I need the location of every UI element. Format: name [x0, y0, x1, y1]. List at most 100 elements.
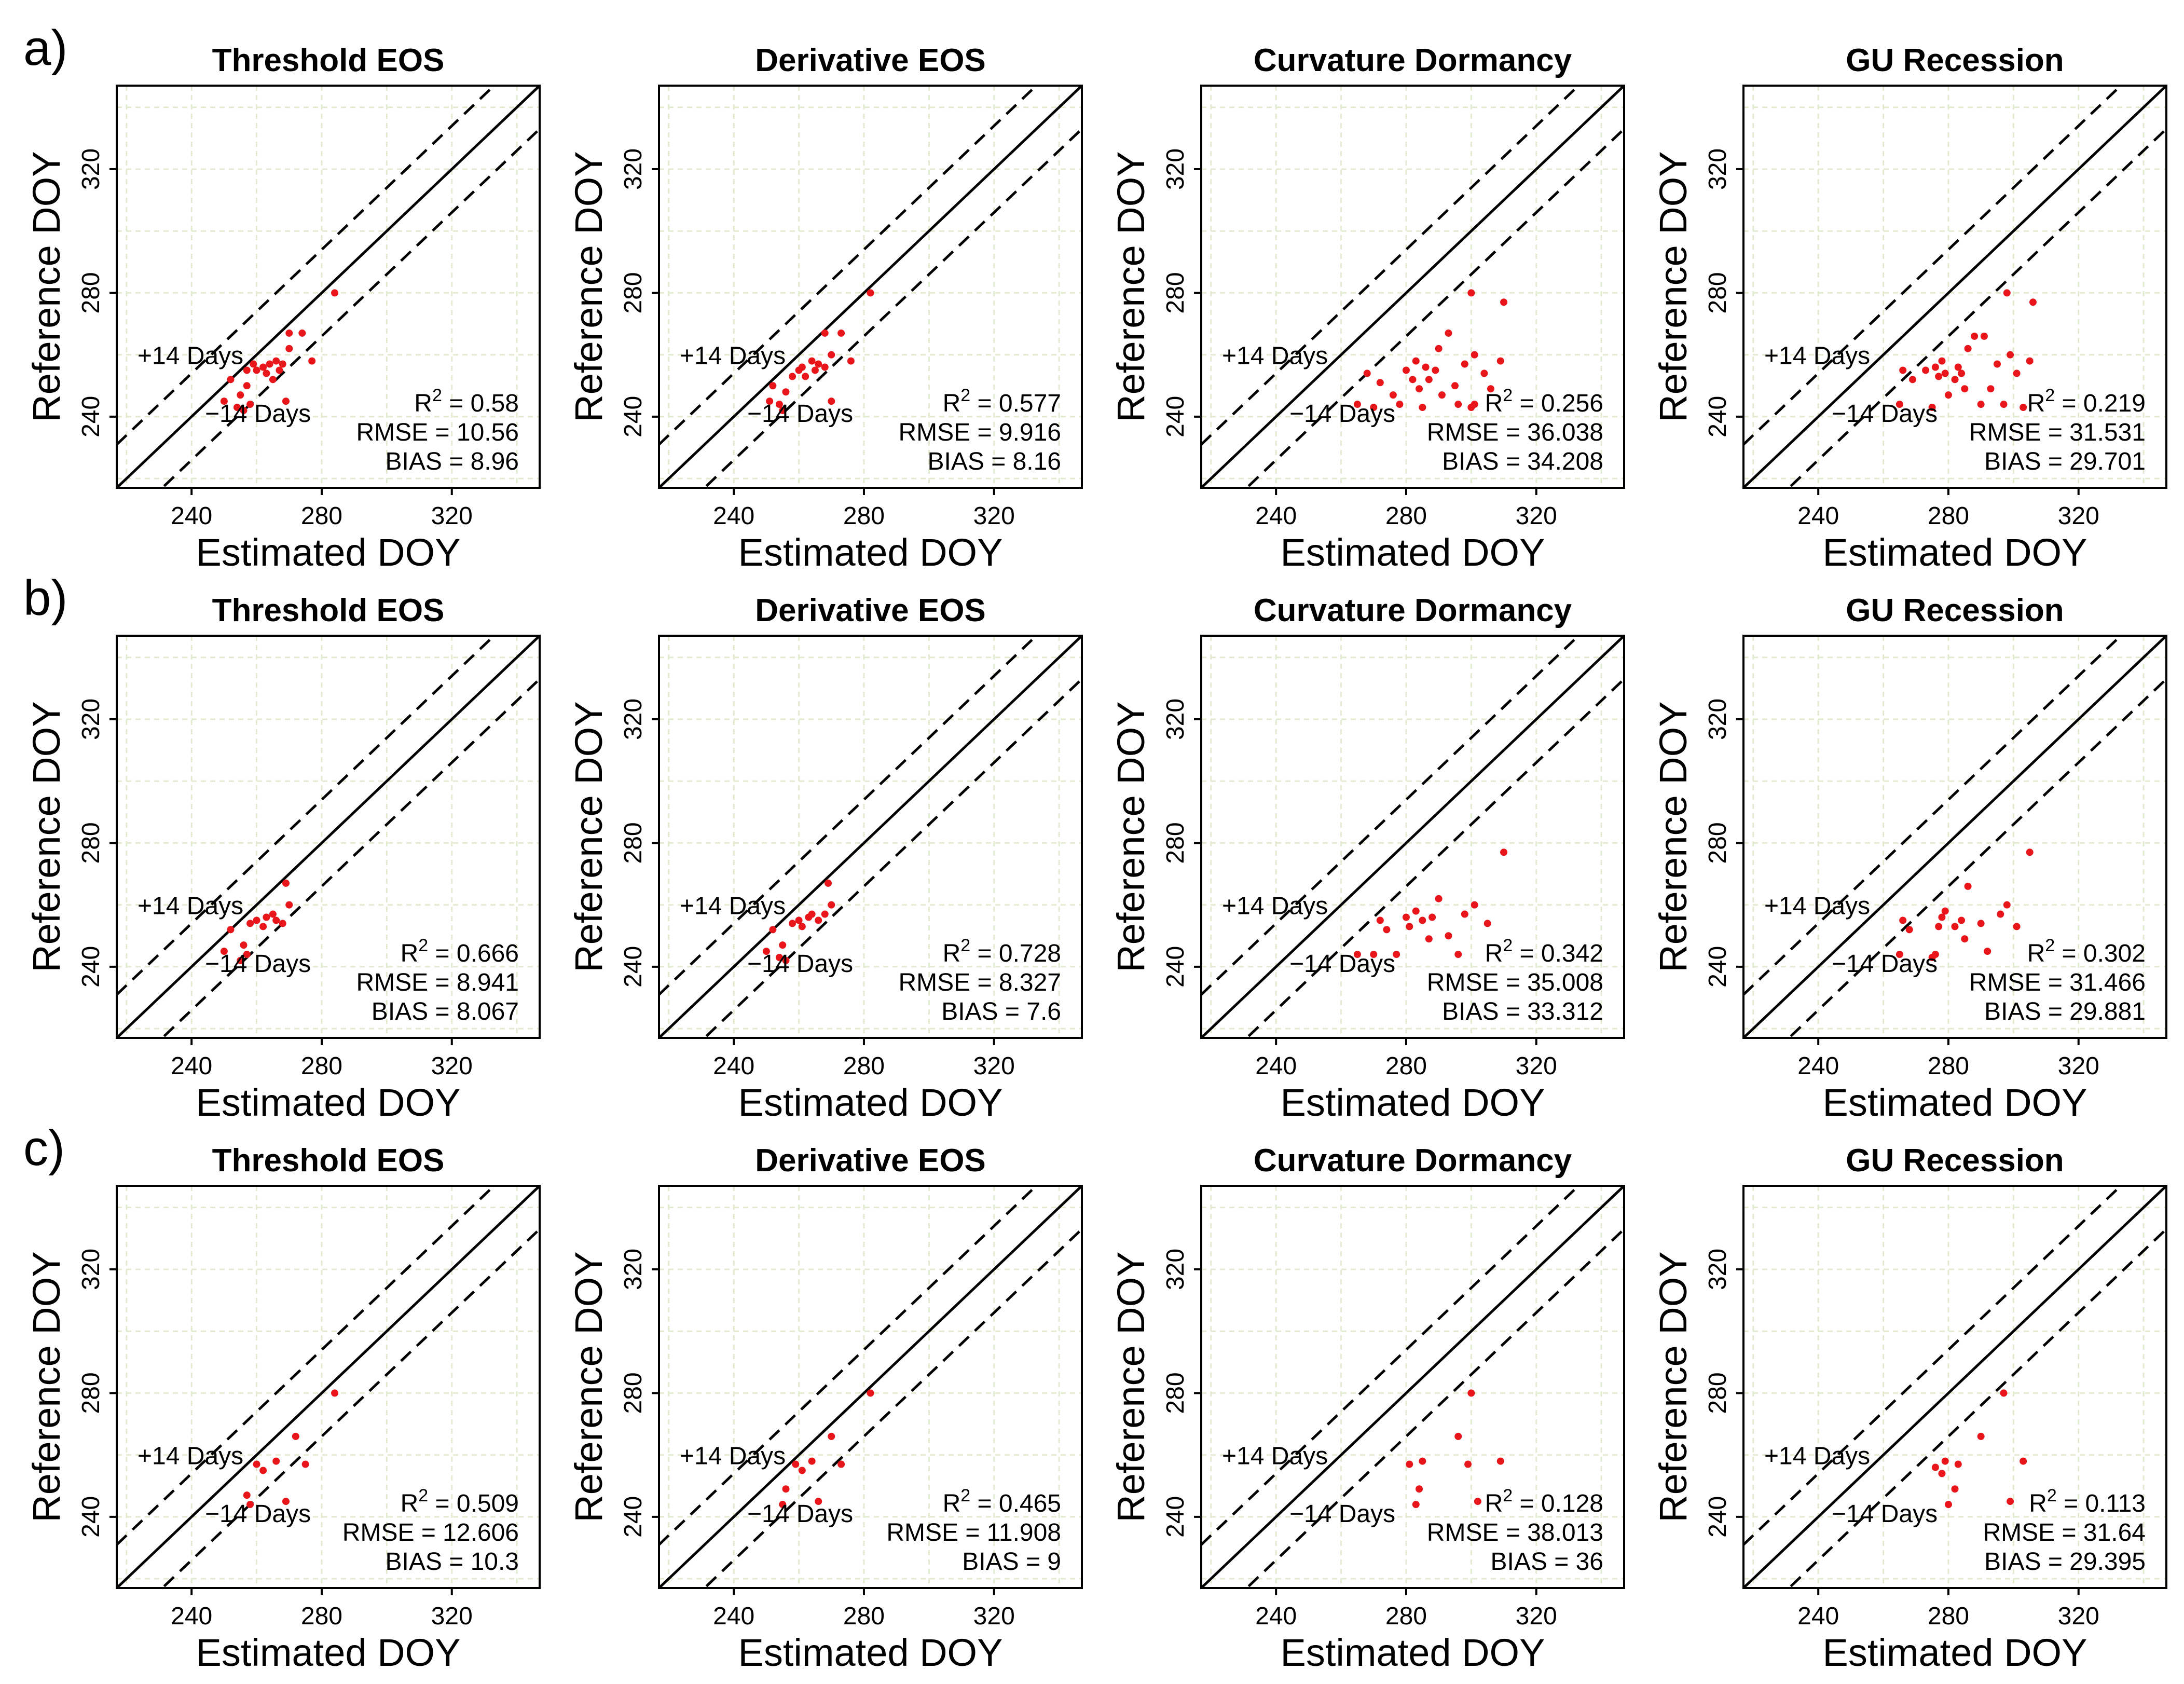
data-point	[1406, 923, 1413, 930]
data-point	[766, 398, 774, 405]
y-tick-label: 320	[1162, 148, 1189, 190]
x-axis-title: Estimated DOY	[738, 531, 1003, 574]
x-tick-label: 320	[2058, 1603, 2099, 1630]
data-point	[798, 923, 806, 930]
one-to-one-line	[1201, 86, 1624, 488]
y-axis-title: Reference DOY	[1652, 701, 1695, 972]
data-point	[1951, 1485, 1959, 1493]
row-label-3: c)	[23, 1120, 65, 1176]
bias-stat: BIAS = 29.881	[1984, 998, 2146, 1025]
data-point	[808, 357, 816, 365]
data-point	[259, 1467, 267, 1474]
reference-lines	[1743, 1186, 2166, 1588]
plus-14-days-label: +14 Days	[680, 343, 786, 370]
x-tick-label: 240	[1255, 1603, 1297, 1630]
r-squared-stat: R2 = 0.256	[1485, 386, 1603, 417]
y-tick-label: 240	[1162, 946, 1189, 988]
data-point	[815, 916, 822, 924]
data-point	[1467, 1389, 1475, 1397]
data-point	[847, 357, 855, 365]
y-tick-label: 280	[1704, 822, 1732, 864]
data-point	[867, 1389, 874, 1397]
data-point	[269, 376, 277, 384]
x-axis-title: Estimated DOY	[1281, 1631, 1545, 1674]
rmse-stat: RMSE = 35.008	[1427, 969, 1603, 996]
minus-14-days-line	[703, 678, 1082, 1038]
data-point	[1396, 401, 1404, 408]
r-squared-stat: R2 = 0.509	[401, 1486, 519, 1517]
y-axis-title: Reference DOY	[1652, 151, 1695, 422]
data-point	[253, 366, 260, 374]
data-point	[1938, 913, 1946, 921]
reference-lines	[117, 636, 540, 1038]
data-point	[292, 1432, 299, 1440]
data-point	[2020, 404, 2027, 411]
plus-14-days-label: +14 Days	[138, 893, 243, 920]
one-to-one-line	[1743, 86, 2166, 488]
data-point	[1370, 951, 1378, 959]
data-point	[779, 1501, 787, 1509]
data-point	[1899, 366, 1907, 374]
y-axis-title: Reference DOY	[567, 1251, 610, 1522]
y-tick-label: 280	[77, 272, 105, 313]
bias-stat: BIAS = 29.701	[1984, 448, 2146, 475]
data-point	[259, 363, 267, 371]
data-point	[762, 948, 770, 955]
grid-lines	[1201, 636, 1624, 1038]
rmse-stat: RMSE = 11.908	[886, 1519, 1061, 1546]
data-point	[272, 916, 280, 924]
data-point	[1496, 1457, 1504, 1465]
data-point	[1905, 926, 1913, 934]
data-point	[227, 376, 235, 384]
plus-14-days-line	[117, 86, 496, 446]
data-point	[798, 363, 806, 371]
data-point	[815, 360, 822, 368]
data-point	[2007, 351, 2014, 359]
data-point	[1419, 404, 1426, 411]
data-point	[1402, 913, 1410, 921]
data-point	[1464, 1460, 1472, 1468]
x-tick-label: 320	[431, 1603, 473, 1630]
data-point	[2013, 369, 2021, 377]
data-point	[282, 1498, 290, 1505]
plot-frame	[1742, 1185, 2167, 1589]
reference-lines	[659, 1186, 1082, 1588]
data-point	[227, 926, 235, 934]
plus-14-days-label: +14 Days	[680, 1443, 786, 1470]
data-point	[1425, 376, 1433, 384]
plot-frame	[1200, 85, 1625, 489]
x-tick-label: 320	[431, 502, 473, 530]
x-tick-label: 280	[1385, 1052, 1427, 1080]
x-tick-label: 240	[171, 1603, 212, 1630]
data-point	[1909, 376, 1916, 384]
bias-stat: BIAS = 8.16	[927, 448, 1061, 475]
r-squared-stat: R2 = 0.666	[401, 936, 519, 967]
grid-lines	[1743, 86, 2166, 488]
x-tick-label: 280	[1928, 502, 1969, 530]
data-point	[266, 360, 273, 368]
data-point	[1353, 401, 1361, 408]
data-point	[263, 913, 270, 921]
data-point	[1931, 363, 1939, 371]
y-tick-label: 320	[1162, 1249, 1189, 1290]
data-point	[789, 373, 796, 380]
y-axis-title: Reference DOY	[25, 701, 68, 972]
panel-title: Threshold EOS	[212, 43, 445, 78]
panel-title: GU Recession	[1846, 1143, 2064, 1179]
plot-frame	[1742, 85, 2167, 489]
x-tick-label: 320	[973, 502, 1015, 530]
rmse-stat: RMSE = 31.531	[1969, 419, 2146, 446]
data-point	[1412, 907, 1420, 915]
data-point	[253, 916, 260, 924]
data-point	[825, 879, 832, 887]
data-point	[1895, 401, 1903, 408]
data-point	[1376, 379, 1384, 387]
panel-title: Threshold EOS	[212, 1143, 445, 1179]
y-axis-title: Reference DOY	[1109, 1251, 1152, 1522]
data-point	[279, 920, 286, 927]
data-point	[795, 916, 803, 924]
data-point	[250, 360, 257, 368]
data-point	[1412, 357, 1420, 365]
